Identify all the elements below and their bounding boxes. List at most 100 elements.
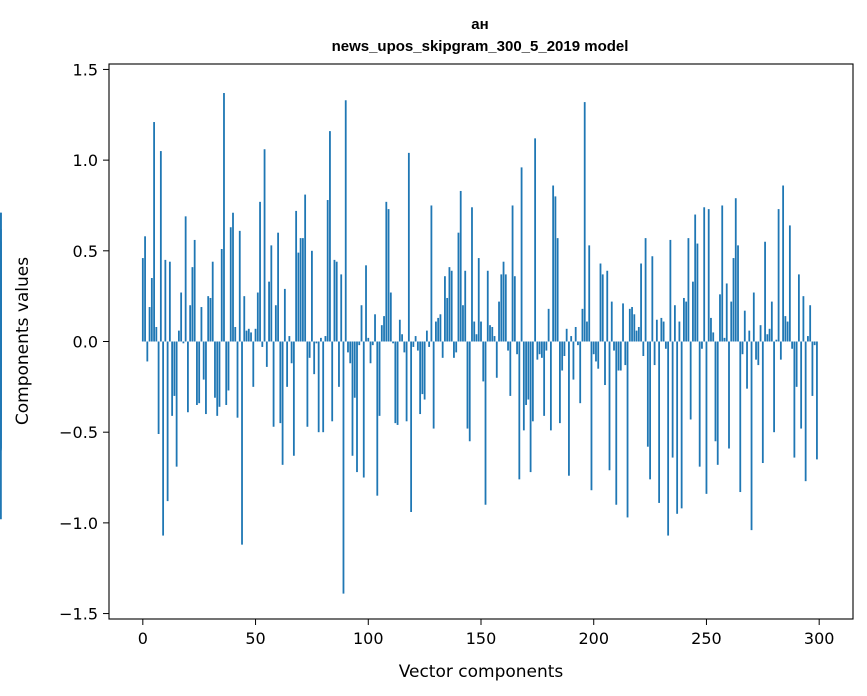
bar <box>247 328 250 342</box>
bar <box>297 252 300 342</box>
bar <box>202 341 205 380</box>
bar <box>189 305 192 342</box>
bar <box>241 341 243 545</box>
bar <box>586 321 588 342</box>
bar <box>220 249 223 342</box>
x-tick-label: 100 <box>353 629 384 648</box>
bar <box>606 270 609 342</box>
bar <box>184 216 187 342</box>
bar <box>775 339 778 342</box>
bar <box>689 341 692 420</box>
bar <box>662 321 665 342</box>
bar <box>563 341 566 357</box>
bar <box>360 305 363 342</box>
bar <box>324 336 327 342</box>
bar <box>177 330 180 342</box>
bar <box>405 341 408 422</box>
bar <box>545 341 548 351</box>
bar <box>306 341 309 427</box>
bar <box>369 341 372 364</box>
bar <box>725 283 728 342</box>
bar <box>274 305 277 342</box>
bar <box>504 274 507 342</box>
bar <box>795 341 798 387</box>
bar <box>317 341 320 433</box>
bar <box>385 201 388 342</box>
bar <box>507 341 509 351</box>
y-tick-label: 1.5 <box>73 60 98 79</box>
bar <box>811 341 814 396</box>
bar <box>685 301 688 342</box>
bar <box>529 341 532 473</box>
x-axis-ticks: 0 50 100 150 200 250 300 <box>138 619 835 648</box>
bar <box>168 261 171 342</box>
bar <box>640 263 642 342</box>
bar <box>728 341 730 449</box>
bar <box>683 297 685 342</box>
bar <box>313 341 316 375</box>
bar <box>687 238 690 342</box>
y-axis-ticks: −1.5 −1.0 −0.5 0.0 0.5 1.0 1.5 <box>59 60 109 624</box>
y-tick-label: 0.5 <box>73 242 98 261</box>
bar <box>694 214 697 342</box>
bar <box>680 341 683 509</box>
bar <box>626 341 629 518</box>
bar <box>453 341 455 358</box>
bar <box>466 341 469 429</box>
bar <box>155 326 158 342</box>
bar <box>768 328 771 342</box>
bar <box>664 341 667 349</box>
bar <box>579 341 582 404</box>
bar <box>520 167 523 342</box>
bar <box>295 210 298 342</box>
bar <box>797 274 800 342</box>
bar <box>698 341 701 467</box>
bar <box>577 341 579 346</box>
bar <box>392 341 394 344</box>
bar <box>597 341 600 369</box>
bar <box>331 341 334 422</box>
bar <box>667 341 670 536</box>
bar <box>416 341 419 351</box>
bar <box>329 131 331 342</box>
bar <box>193 239 196 342</box>
bar <box>326 200 329 342</box>
bar <box>770 301 773 342</box>
bar <box>471 207 473 342</box>
bar <box>565 328 568 342</box>
bar <box>283 288 286 342</box>
bar <box>712 332 715 342</box>
bar <box>236 341 239 418</box>
bar <box>367 337 370 342</box>
bar <box>622 303 624 342</box>
bar <box>766 334 769 342</box>
bar <box>522 341 525 431</box>
bar <box>281 341 284 465</box>
bar <box>635 330 638 342</box>
bar <box>423 341 426 400</box>
bar <box>380 325 383 342</box>
bar <box>268 281 270 342</box>
bar <box>755 341 757 360</box>
x-tick-label: 300 <box>804 629 835 648</box>
bar <box>491 326 494 342</box>
bar <box>761 341 764 464</box>
bar <box>414 336 417 342</box>
bar <box>437 317 440 342</box>
bar <box>141 258 144 342</box>
bar <box>644 238 647 342</box>
bar <box>383 316 385 342</box>
bar <box>592 341 595 355</box>
bar <box>534 138 537 342</box>
bar <box>509 341 512 396</box>
bar <box>673 305 676 342</box>
bar <box>714 341 717 442</box>
bar <box>493 336 496 342</box>
bar <box>669 239 672 342</box>
bar <box>187 341 189 413</box>
bar <box>498 301 500 342</box>
bar <box>277 232 279 342</box>
bar <box>148 307 151 342</box>
bar <box>252 341 255 387</box>
bar <box>462 305 464 342</box>
